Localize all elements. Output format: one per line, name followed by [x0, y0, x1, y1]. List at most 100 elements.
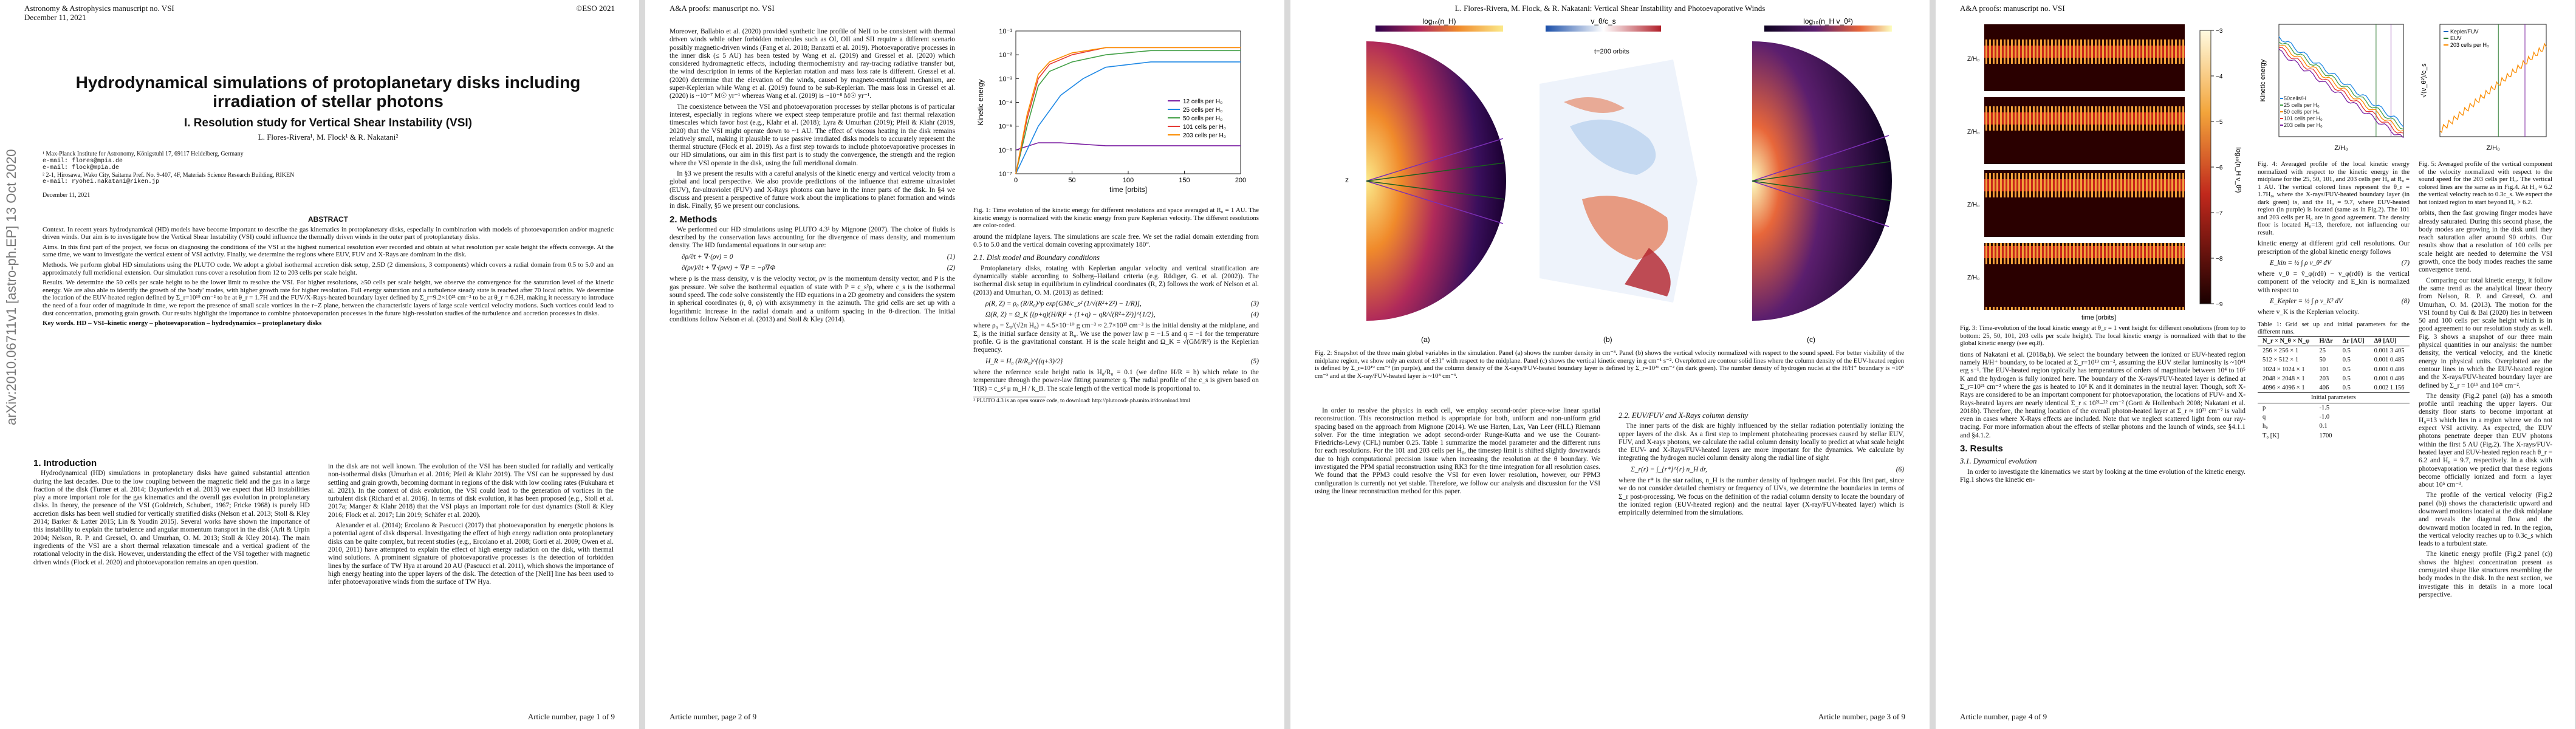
table-cell: -1.5: [2319, 404, 2330, 411]
page-header: A&A proofs: manuscript no. VSI: [1960, 4, 2065, 13]
table-row: 1024 × 1024 × 1 101 0.5 0.001 0.486: [2258, 365, 2410, 374]
arxiv-stamp: arXiv:2010.06711v1 [astro-ph.EP] 13 Oct …: [4, 149, 19, 425]
table-cell: 0.001 0.485: [2374, 357, 2405, 364]
abstract-aims: Aims. In this first part of the project,…: [43, 243, 614, 259]
time-label-c: t=200 orbits: [1825, 48, 1860, 55]
section-methods: 2. Methods: [670, 214, 718, 225]
intro-paragraph: Hydrodynamical (HD) simulations in proto…: [33, 470, 310, 566]
table-cell: 1700: [2319, 432, 2332, 439]
table-cell: 1024 × 1024 × 1: [2263, 366, 2305, 373]
panel-c: log₁₀(n_H v_θ²) t=200 orbits (c): [1752, 17, 1892, 344]
page1-col2: in the disk are not well known. The evol…: [328, 463, 614, 589]
section-introduction: 1. Introduction: [33, 458, 97, 468]
fig3-colorbar-ticks: −3 −4 −5 −6 −7 −8 −9: [2211, 28, 2223, 308]
equation-4: Ω(R, Z) = Ω_K [(p+q)(H/R)² + (1+q) − qR/…: [985, 311, 1259, 319]
table-cell: -1.0: [2319, 414, 2330, 421]
panel-label-a: (a): [1421, 335, 1430, 344]
section-results: 3. Results: [1960, 443, 2003, 454]
email-1: e-mail: flores@mpia.de: [43, 157, 123, 165]
table-cell: 50: [2319, 357, 2326, 364]
page4-col2: 50cells/H 25 cells per H₀ 50 cells per H₀ 1…: [2258, 18, 2410, 440]
table-cell: p: [2263, 404, 2266, 411]
equation-6: Σ_r(r) = ∫_{r*}^{r} n_H dr, (6): [1631, 465, 1904, 473]
page3-col2: 2.2. EUV/FUV and X-Rays column density T…: [1619, 407, 1904, 520]
affiliation-1: ¹ Max-Planck Institute for Astronomy, Kö…: [43, 151, 244, 157]
table-subheading-row: Initial parameters: [2258, 392, 2410, 403]
p4-col2-b: where v_θ = ṽ_φ(rdθ) − v_φ(rdθ) is the v…: [2258, 270, 2410, 294]
p4-col3-d: The profile of the vertical velocity (Fi…: [2419, 491, 2552, 548]
fig4-legend-label: 25 cells per H₀: [2284, 102, 2320, 108]
table-row: 4096 × 4096 × 1 406 0.5 0.002 1.156: [2258, 383, 2410, 393]
page-4: A&A proofs: manuscript no. VSI Z/H₀ Z/H₀…: [1936, 0, 2575, 729]
figure-2-panels: log₁₀(n_H) t=200 orbits (a) z v_θ/c_s t=…: [1345, 17, 1892, 344]
colorbar-b: [1546, 26, 1661, 32]
fig4-legend-label: 50 cells per H₀: [2284, 109, 2320, 115]
paper-title: Hydrodynamical simulations of protoplane…: [75, 73, 581, 111]
time-label-b: t=200 orbits: [1594, 48, 1629, 55]
page-footer: Article number, page 3 of 9: [1818, 712, 1905, 721]
copyright: ©ESO 2021: [576, 4, 615, 13]
fig1-xtick-label: 200: [1235, 177, 1246, 184]
page-1: Astronomy & Astrophysics manuscript no. …: [0, 0, 639, 729]
table-cell: 0.5: [2342, 385, 2351, 392]
velocity-map: [1540, 60, 1697, 303]
abstract-context: Context. In recent years hydrodynamical …: [43, 225, 614, 241]
table-subheading: Initial parameters: [2311, 394, 2356, 402]
table-header-cell: Δθ [AU]: [2374, 337, 2397, 344]
figure-1-kinetic-energy: 10⁻¹ 10⁻² 10⁻³ 10⁻⁴ 10⁻⁵ 10⁻⁶ 10⁻⁷0 50 100 150 200…: [976, 28, 1246, 194]
fig1-series-line: [1015, 61, 1241, 174]
fig3-panel-3: Z/H₀: [1967, 170, 2185, 237]
authors: L. Flores-Rivera¹, M. Flock¹ & R. Nakata…: [258, 132, 399, 142]
table-cell: 0.1: [2319, 423, 2328, 430]
paper-subtitle: I. Resolution study for Vertical Shear I…: [183, 117, 473, 129]
table-row: p -1.5: [2258, 403, 2410, 412]
fig4-series-line: [2278, 47, 2404, 134]
fig1-legend-label: 25 cells per H₀: [1183, 107, 1222, 114]
table-cell: 203: [2319, 375, 2329, 382]
abstract-methods: Methods. We perform global HD simulation…: [43, 261, 614, 276]
p2-col2-a: around the midplane layers. The simulati…: [973, 233, 1259, 249]
p4-col3-b: Comparing our total kinetic energy, it f…: [2419, 276, 2552, 389]
p4-col1-a: tions of Nakatani et al. (2018a,b). We s…: [1960, 351, 2245, 439]
fig3-panel-1: Z/H₀: [1967, 24, 2185, 91]
p3-col2-b: where the r* is the star radius, n_H is …: [1619, 477, 1904, 517]
fig3-colorbar-label: log₁₀(n_H v_θ²): [2235, 148, 2242, 193]
affiliation-2: ² 2-1, Hirosawa, Wako City, Saitama Pref…: [43, 171, 295, 179]
table-header-cell: H/Δr: [2319, 337, 2333, 344]
colorbar-a-label: log₁₀(n_H): [1422, 17, 1456, 26]
svg-text:Z/H₀: Z/H₀: [1967, 202, 1979, 208]
page2-col1: Moreover, Ballabio et al. (2020) provide…: [670, 28, 955, 326]
fig1-series-line: [1015, 47, 1241, 174]
received-date: December 11, 2021: [43, 191, 91, 199]
figure-5-caption: Fig. 5: Averaged profile of the vertical…: [2419, 160, 2552, 206]
fig1-xtick-label: 0: [1014, 177, 1018, 184]
fig3-colorbar: [2199, 30, 2211, 304]
table-row: h₀ 0.1: [2258, 422, 2410, 431]
equation-1: ∂ρ/∂t + ∇·(ρv) = 0 (1): [682, 253, 955, 261]
colorbar-c: [1764, 26, 1892, 32]
p2-col1-b: The coexistence between the VSI and phot…: [670, 103, 955, 167]
axis-z-a: z: [1345, 176, 1349, 184]
p4-col1-b: In order to investigate the kinematics w…: [1960, 468, 2245, 484]
table-cell: 0.001 0.486: [2374, 366, 2405, 373]
page-header: A&A proofs: manuscript no. VSI: [670, 4, 775, 13]
fig3-xlabel: time [orbits]: [2081, 314, 2116, 321]
svg-text:Z/H₀: Z/H₀: [1967, 129, 1979, 135]
methods-paragraph-2: where ρ is the mass density, v is the ve…: [670, 275, 955, 323]
fig3-panel-4: Z/H₀: [1967, 243, 2185, 310]
fig1-ytick-label: 10⁻⁴: [998, 100, 1012, 107]
fig1-ylabel: Kinetic energy: [976, 79, 985, 125]
p2-col1-c: In §3 we present the results with a care…: [670, 170, 955, 210]
panel-b: v_θ/c_s t=200 orbits (b): [1540, 17, 1697, 344]
p1-col2-b: Alexander et al. (2014); Ercolano & Pasc…: [328, 522, 614, 586]
methods-paragraph: We performed our HD simulations using PL…: [670, 225, 955, 250]
equation-2: ∂(ρv)/∂t + ∇·(ρvv) + ∇P = −ρ∇Φ (2): [682, 264, 955, 272]
table-cell: 0.5: [2342, 347, 2351, 354]
fig4-series-line: [2278, 45, 2404, 132]
figure-2-caption: Fig. 2: Snapshot of the three main globa…: [1315, 349, 1904, 380]
table-cell: 0.001 0.486: [2374, 375, 2405, 382]
p4-col2-c: where v_K is the Keplerian velocity.: [2258, 309, 2359, 317]
svg-text:Z/H₀: Z/H₀: [1967, 56, 1979, 63]
figure-1-caption: Fig. 1: Time evolution of the kinetic en…: [973, 207, 1259, 230]
fig1-legend-label: 12 cells per H₀: [1183, 98, 1222, 105]
